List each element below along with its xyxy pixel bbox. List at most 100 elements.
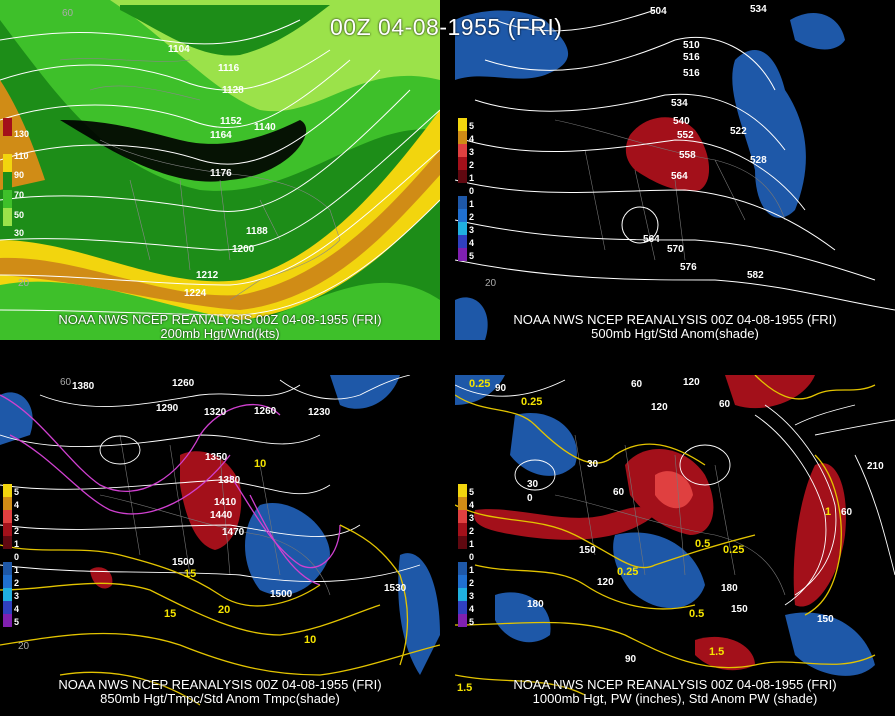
c1000-ylabel-1: 0.25 — [521, 396, 542, 408]
c500-label-5: 534 — [671, 98, 688, 109]
caption-200-line2: 200mb Hgt/Wnd(kts) — [160, 326, 280, 341]
c1000-label-15: 90 — [625, 654, 637, 665]
c500-label-11: 528 — [750, 155, 767, 166]
c1000-label-11: 180 — [721, 583, 738, 594]
c850-label-8: 1380 — [218, 475, 241, 486]
cb850-label-1: 4 — [14, 500, 19, 510]
c1000-label-1: 120 — [683, 377, 700, 388]
caption-200-line1: NOAA NWS NCEP REANALYSIS 00Z 04-08-1955 … — [58, 312, 382, 327]
c850-label-12: 1500 — [172, 557, 195, 568]
neg-anom-northwest — [455, 10, 569, 81]
cb850-label-10: 5 — [14, 617, 19, 627]
map-850mb: 5 4 3 2 1 0 1 2 3 4 5 1380 1230 1260 129… — [0, 375, 440, 716]
cb200-label-4: 50 — [14, 210, 24, 220]
map-1000mb: 5 4 3 2 1 0 1 2 3 4 5 60 120 90 120 60 3… — [455, 375, 895, 716]
pos-anom-pw-south — [695, 636, 755, 671]
c200-label-8: 1200 — [232, 244, 255, 255]
cb500-label-10: 5 — [469, 251, 474, 261]
c850-label-13: 1500 — [270, 589, 293, 600]
cb200-label-0: 130 — [14, 129, 29, 139]
cb500-label-1: 4 — [469, 134, 474, 144]
neg-anom-850-nw — [0, 392, 33, 445]
c500-label-14: 576 — [680, 262, 697, 273]
c500-label-6: 540 — [673, 116, 690, 127]
c200-label-2: 1128 — [222, 85, 244, 96]
coastlines-1000 — [554, 434, 786, 596]
pos-anom-center — [625, 117, 710, 191]
c200-label-9: 1212 — [196, 270, 219, 281]
cb200-label-5: 30 — [14, 228, 24, 238]
c1000-ylabel-6: 1 — [825, 506, 831, 518]
caption-500: NOAA NWS NCEP REANALYSIS 00Z 04-08-1955 … — [455, 313, 895, 341]
cb500-label-9: 4 — [469, 238, 474, 248]
neg-anom-northeast — [732, 50, 806, 218]
caption-200: NOAA NWS NCEP REANALYSIS 00Z 04-08-1955 … — [0, 312, 440, 341]
c200-label-7: 1188 — [246, 226, 268, 237]
coastlines-850 — [99, 434, 331, 596]
caption-850-line2: 850mb Hgt/Tmpc/Std Anom Tmpc(shade) — [100, 691, 340, 706]
c200-label-4: 1140 — [254, 122, 276, 133]
cb200-label-3: 70 — [14, 190, 24, 200]
cb1000-label-5: 0 — [469, 552, 474, 562]
c1000-ylabel-8: 1.5 — [457, 682, 472, 694]
height-contours-1000 — [455, 379, 895, 606]
c500-label-7: 552 — [677, 130, 694, 141]
cb500-label-7: 2 — [469, 212, 474, 222]
cb1000-label-4: 1 — [469, 539, 474, 549]
c200-label-6: 1176 — [210, 168, 232, 179]
height-contours-500 — [455, 9, 895, 311]
cb1000-label-3: 2 — [469, 526, 474, 536]
c1000-label-3: 120 — [651, 402, 668, 413]
colorbar-850: 5 4 3 2 1 0 1 2 3 4 5 — [3, 484, 19, 627]
c850-ylabel-1: 15 — [184, 568, 196, 580]
cb1000-label-0: 5 — [469, 487, 474, 497]
c200-label-3: 1152 — [220, 116, 242, 127]
cb1000-label-6: 1 — [469, 565, 474, 575]
neg-anom-850-ne — [330, 375, 400, 409]
pos-anom-pw-west — [474, 507, 655, 540]
c850-label-14: 1530 — [384, 583, 407, 594]
cb850-label-7: 2 — [14, 578, 19, 588]
c1000-label-17: 60 — [841, 507, 853, 518]
c1000-label-5: 30 — [587, 459, 599, 470]
c200-label-5: 1164 — [210, 130, 232, 141]
cb500-label-6: 1 — [469, 199, 474, 209]
caption-850: NOAA NWS NCEP REANALYSIS 00Z 04-08-1955 … — [0, 678, 440, 706]
jet-core-orange — [0, 150, 440, 310]
c500-label-3: 510 — [683, 40, 700, 51]
c1000-label-4: 60 — [719, 399, 731, 410]
neg-anom-sw — [455, 297, 488, 340]
neg-anom-850-se — [398, 553, 440, 675]
c850-label-7: 1350 — [205, 452, 228, 463]
map-500mb: 5 4 3 2 1 0 1 2 3 4 5 504 534 516 510 51… — [455, 0, 895, 340]
height-contours-850 — [0, 375, 421, 583]
c1000-ylabel-2: 0.5 — [695, 538, 710, 550]
c850-label-0: 1380 — [72, 381, 95, 392]
caption-850-line1: NOAA NWS NCEP REANALYSIS 00Z 04-08-1955 … — [58, 677, 382, 692]
c850-ylabel-2: 20 — [218, 604, 230, 616]
cb850-label-2: 3 — [14, 513, 19, 523]
main-title: 00Z 04-08-1955 (FRI) — [330, 14, 563, 40]
c850-label-5: 1260 — [254, 406, 277, 417]
caption-1000-line2: 1000mb Hgt, PW (inches), Std Anom PW (sh… — [532, 691, 818, 706]
panel-850mb: 5 4 3 2 1 0 1 2 3 4 5 1380 1230 1260 129… — [0, 375, 440, 716]
cb850-label-8: 3 — [14, 591, 19, 601]
c1000-label-16: 210 — [867, 461, 884, 472]
c500-label-12: 564 — [643, 234, 660, 245]
cb1000-label-9: 4 — [469, 604, 474, 614]
c500-label-4: 516 — [683, 68, 700, 79]
c1000-label-14: 180 — [527, 599, 544, 610]
cb850-label-3: 2 — [14, 526, 19, 536]
calm-area-upper — [120, 5, 330, 56]
cb850-label-0: 5 — [14, 487, 19, 497]
caption-1000: NOAA NWS NCEP REANALYSIS 00Z 04-08-1955 … — [455, 678, 895, 706]
cb850-label-4: 1 — [14, 539, 19, 549]
pos-anom-pw-ne — [725, 375, 815, 409]
c850-label-10: 1440 — [210, 510, 233, 521]
cb850-label-6: 1 — [14, 565, 19, 575]
neg-anom-pw-4 — [495, 592, 551, 643]
height-contours — [0, 19, 440, 316]
c500-label-10: 522 — [730, 126, 747, 137]
cb500-label-2: 3 — [469, 147, 474, 157]
c850-ylabel-0: 10 — [254, 458, 266, 470]
